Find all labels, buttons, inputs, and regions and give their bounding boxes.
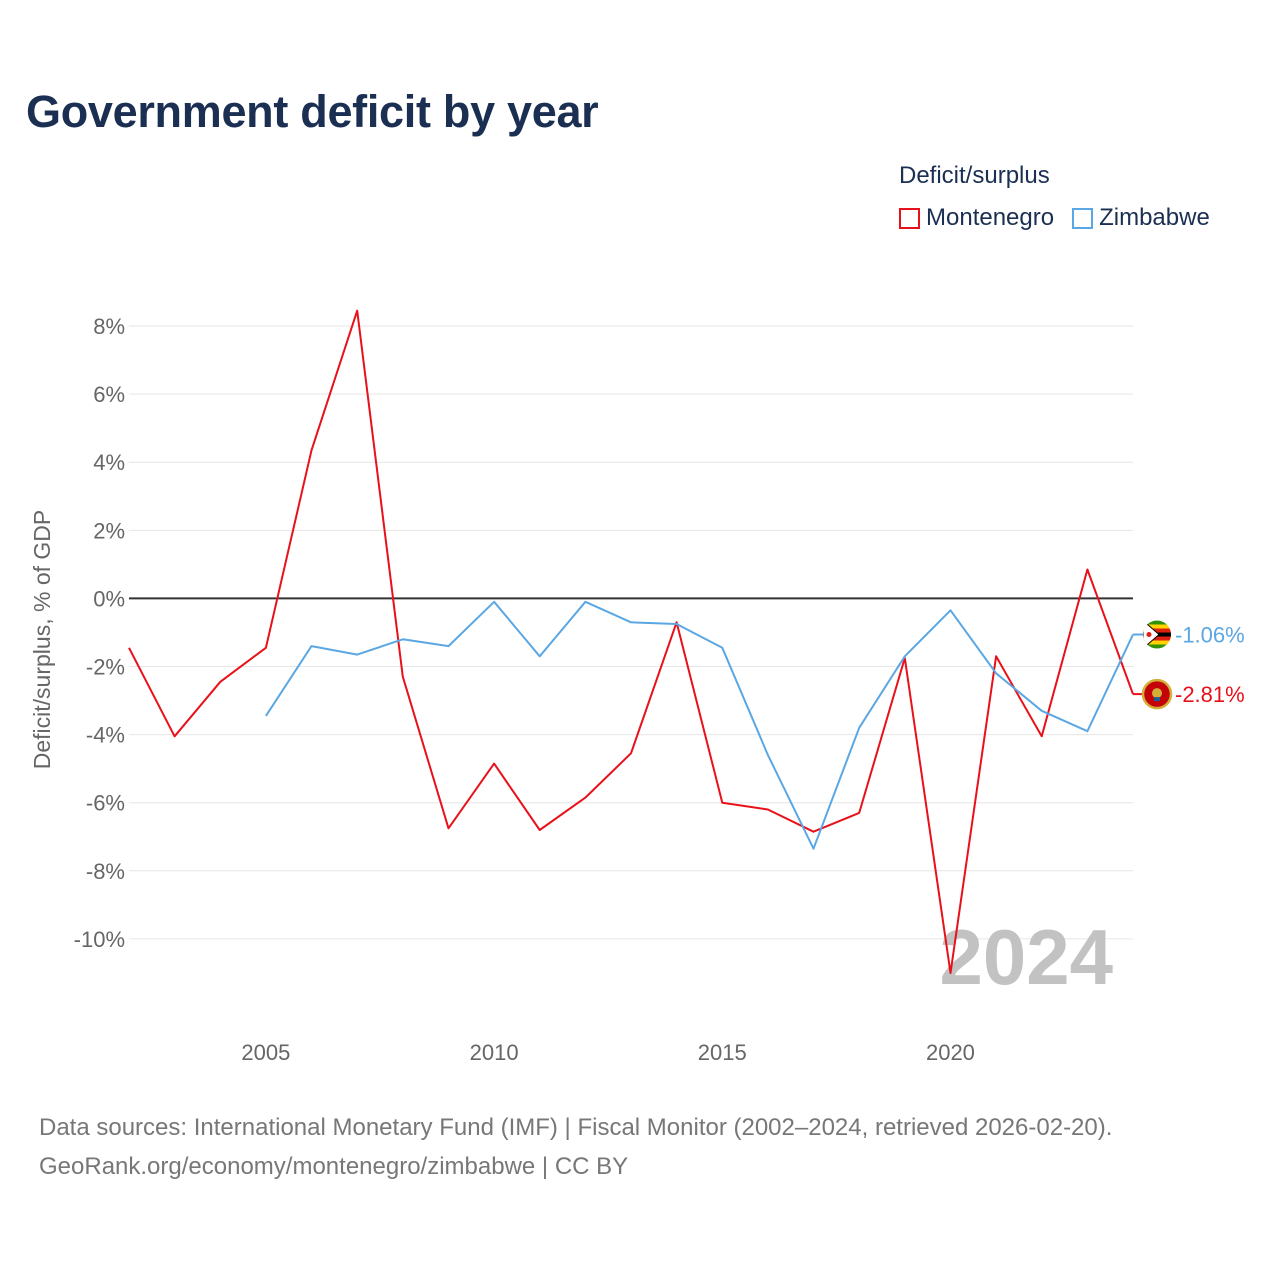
legend-item-zimbabwe[interactable]: Zimbabwe bbox=[1072, 204, 1210, 232]
flag-icon-montenegro bbox=[1141, 678, 1173, 710]
x-axis-ticks: 2005 2010 2015 2020 bbox=[241, 1040, 974, 1065]
year-watermark: 2024 bbox=[939, 913, 1113, 1001]
y-tick-label: 8% bbox=[93, 314, 125, 339]
y-tick-label: 0% bbox=[93, 586, 125, 611]
y-tick-label: -10% bbox=[74, 927, 125, 952]
source-note: Data sources: International Monetary Fun… bbox=[39, 1108, 1112, 1186]
legend: Montenegro Zimbabwe bbox=[899, 204, 1210, 232]
x-tick-label: 2015 bbox=[698, 1040, 747, 1065]
source-line-1: Data sources: International Monetary Fun… bbox=[39, 1114, 1113, 1141]
flag-montenegro-emblem bbox=[1152, 688, 1162, 699]
x-tick-label: 2020 bbox=[926, 1040, 975, 1065]
x-tick-label: 2010 bbox=[470, 1040, 519, 1065]
y-tick-label: 2% bbox=[93, 518, 125, 543]
legend-title: Deficit/surplus bbox=[899, 162, 1050, 189]
legend-swatch-zimbabwe bbox=[1072, 207, 1094, 229]
series-line-zimbabwe[interactable] bbox=[265, 600, 1134, 850]
series-line-montenegro[interactable] bbox=[128, 309, 1134, 974]
gridlines bbox=[129, 325, 1133, 940]
y-axis-title: Deficit/surplus, % of GDP bbox=[29, 510, 55, 769]
x-tick-label: 2005 bbox=[241, 1040, 290, 1065]
flag-montenegro-emblem-base bbox=[1154, 697, 1160, 702]
y-tick-label: -6% bbox=[86, 791, 125, 816]
y-tick-label: 6% bbox=[93, 382, 125, 407]
source-line-2[interactable]: GeoRank.org/economy/montenegro/zimbabwe … bbox=[39, 1153, 629, 1180]
y-axis-ticks: 8% 6% 4% 2% 0% -2% -4% -6% -8% -10% bbox=[74, 314, 125, 952]
y-tick-label: -4% bbox=[86, 723, 125, 748]
legend-label-montenegro: Montenegro bbox=[926, 204, 1055, 231]
end-value-label-montenegro: -2.81% bbox=[1175, 682, 1245, 707]
flag-zimbabwe-stripes bbox=[1143, 620, 1171, 649]
legend-swatch-montenegro bbox=[899, 207, 920, 229]
series-lines: -2.81% -1.06% bbox=[128, 309, 1245, 974]
y-tick-label: -2% bbox=[86, 655, 125, 680]
legend-label-zimbabwe: Zimbabwe bbox=[1099, 204, 1210, 231]
end-value-label-zimbabwe: -1.06% bbox=[1175, 623, 1245, 648]
legend-item-montenegro[interactable]: Montenegro bbox=[899, 204, 1054, 232]
flag-montenegro-border bbox=[1141, 678, 1173, 710]
y-tick-label: -8% bbox=[86, 859, 125, 884]
chart-title: Government deficit by year bbox=[26, 86, 599, 137]
flag-icon-zimbabwe bbox=[1143, 620, 1171, 649]
y-tick-label: 4% bbox=[93, 450, 125, 475]
